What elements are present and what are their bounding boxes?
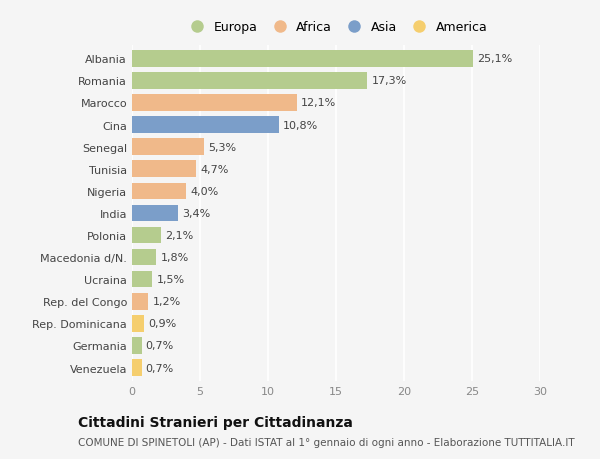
Text: 17,3%: 17,3% xyxy=(371,76,407,86)
Bar xyxy=(132,117,279,134)
Bar xyxy=(132,183,187,200)
Bar xyxy=(132,205,178,222)
Text: 3,4%: 3,4% xyxy=(182,208,211,218)
Bar xyxy=(132,271,152,288)
Bar xyxy=(132,73,367,90)
Text: 4,0%: 4,0% xyxy=(190,186,219,196)
Bar xyxy=(132,337,142,354)
Bar xyxy=(132,293,148,310)
Bar xyxy=(132,315,144,332)
Bar xyxy=(132,51,473,67)
Text: 25,1%: 25,1% xyxy=(478,54,512,64)
Text: 0,7%: 0,7% xyxy=(146,341,174,351)
Bar xyxy=(132,359,142,376)
Text: 12,1%: 12,1% xyxy=(301,98,336,108)
Text: 10,8%: 10,8% xyxy=(283,120,318,130)
Bar xyxy=(132,161,196,178)
Text: Cittadini Stranieri per Cittadinanza: Cittadini Stranieri per Cittadinanza xyxy=(78,415,353,429)
Text: 1,2%: 1,2% xyxy=(152,297,181,307)
Text: 1,8%: 1,8% xyxy=(161,252,189,263)
Bar xyxy=(132,227,161,244)
Bar xyxy=(132,95,296,112)
Text: 0,9%: 0,9% xyxy=(148,319,176,329)
Text: 1,5%: 1,5% xyxy=(157,274,185,285)
Text: 5,3%: 5,3% xyxy=(208,142,236,152)
Legend: Europa, Africa, Asia, America: Europa, Africa, Asia, America xyxy=(182,19,490,37)
Text: 4,7%: 4,7% xyxy=(200,164,229,174)
Text: 2,1%: 2,1% xyxy=(164,230,193,241)
Text: 0,7%: 0,7% xyxy=(146,363,174,373)
Text: COMUNE DI SPINETOLI (AP) - Dati ISTAT al 1° gennaio di ogni anno - Elaborazione : COMUNE DI SPINETOLI (AP) - Dati ISTAT al… xyxy=(78,437,575,447)
Bar xyxy=(132,139,204,156)
Bar xyxy=(132,249,157,266)
